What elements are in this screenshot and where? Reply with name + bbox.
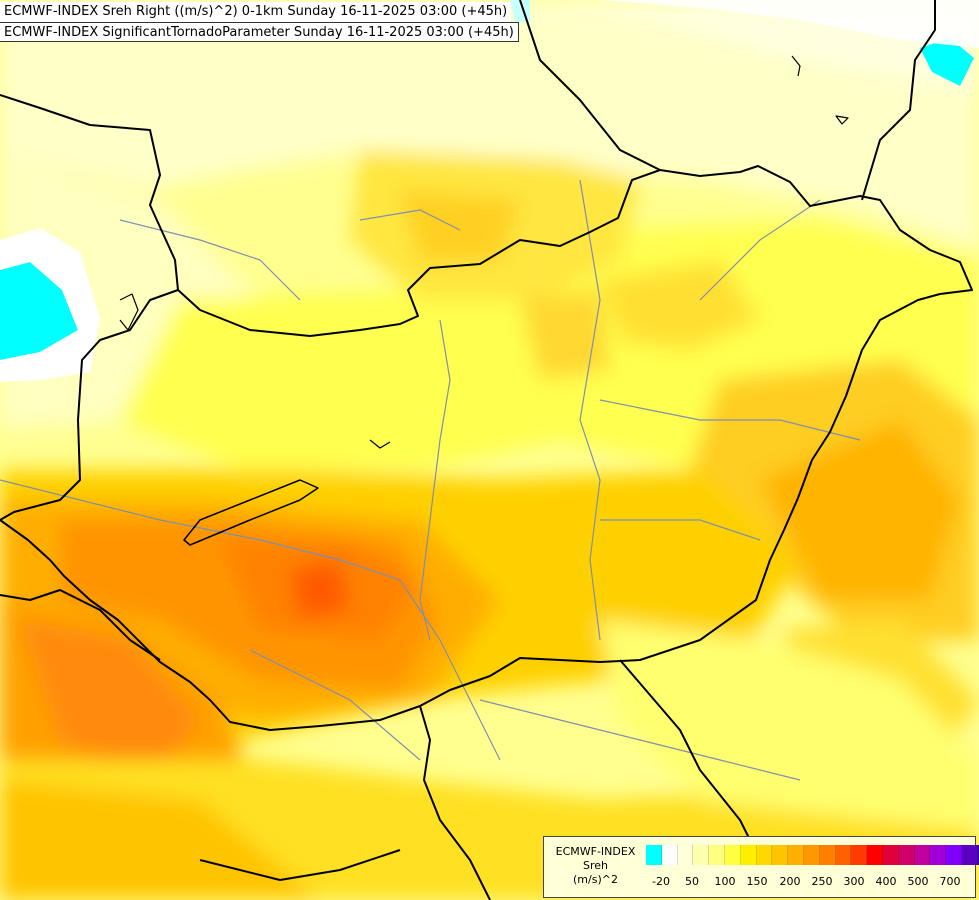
legend-ticks: -20 50 100 150 200 250 300 400 500 700 [646, 875, 971, 891]
legend-tick-label: -20 [652, 875, 670, 888]
legend-swatch [693, 845, 710, 865]
legend-tick-label: 150 [746, 875, 768, 888]
legend-swatch [898, 845, 915, 865]
legend-swatches [646, 845, 979, 865]
legend-swatch [788, 845, 804, 865]
legend-title: ECMWF-INDEX Sreh (m/s)^2 [548, 845, 643, 887]
legend-swatch [772, 845, 789, 865]
color-legend: ECMWF-INDEX Sreh (m/s)^2 -20 50 100 150 200 2… [543, 836, 979, 898]
legend-swatch [740, 845, 757, 865]
legend-swatch [946, 845, 962, 865]
map-title-sreh: ECMWF-INDEX Sreh Right ((m/s)^2) 0-1km S… [0, 2, 512, 22]
legend-tick-label: 300 [843, 875, 865, 888]
legend-swatch [977, 845, 979, 865]
map-title-stp: ECMWF-INDEX SignificantTornadoParameter … [0, 22, 519, 42]
legend-swatch [646, 845, 662, 865]
legend-tick-label: 700 [939, 875, 961, 888]
legend-swatch [724, 845, 741, 865]
legend-swatch [961, 845, 978, 865]
legend-title-line3: (m/s)^2 [573, 873, 618, 886]
rivers [0, 179, 861, 781]
legend-swatch [756, 845, 773, 865]
legend-swatch [819, 845, 836, 865]
legend-title-line1: ECMWF-INDEX [555, 845, 636, 858]
legend-swatch [709, 845, 725, 865]
legend-tick-label: 200 [779, 875, 801, 888]
legend-tick-label: 100 [714, 875, 736, 888]
legend-swatch [677, 845, 694, 865]
legend-title-line2: Sreh [582, 859, 608, 872]
legend-tick-label: 50 [685, 875, 699, 888]
legend-swatch [851, 845, 868, 865]
legend-swatch [882, 845, 899, 865]
legend-swatch [803, 845, 820, 865]
legend-tick-label: 500 [907, 875, 929, 888]
legend-swatch [914, 845, 931, 865]
legend-tick-label: 250 [811, 875, 833, 888]
legend-swatch [835, 845, 852, 865]
legend-tick-label: 400 [875, 875, 897, 888]
legend-swatch [661, 845, 678, 865]
legend-swatch [867, 845, 883, 865]
legend-swatch [930, 845, 947, 865]
